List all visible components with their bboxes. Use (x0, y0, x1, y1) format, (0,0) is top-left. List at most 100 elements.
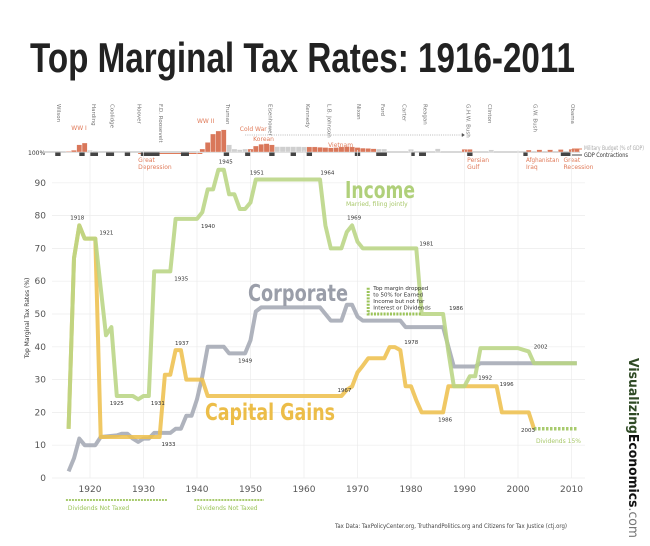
year-annotation: 1945 (219, 160, 233, 166)
grid (52, 150, 585, 479)
president-label: Wilson (55, 104, 61, 123)
period-label: Cold War (240, 126, 267, 133)
series-lines (66, 167, 577, 473)
note-text: Interest or Dividends (373, 305, 431, 311)
y-tick-label: 10 (35, 441, 47, 451)
gdp-contraction-mark (90, 152, 99, 156)
military-budget-bar (290, 146, 297, 153)
y-tick-label: 40 (35, 343, 47, 353)
brand-part-2: Economics (625, 434, 640, 508)
military-budget-bar (295, 146, 302, 153)
military-budget-bar (71, 150, 77, 153)
income-series-subtitle: Married, filing jointly (346, 201, 408, 208)
brand-part-3: .com (625, 508, 640, 538)
year-annotation: 1967 (337, 388, 351, 394)
gdp-contraction-mark (106, 152, 115, 156)
president-label: F.D. Roosevelt (157, 104, 163, 143)
military-budget-bar (376, 148, 382, 153)
year-annotation: 1978 (404, 340, 418, 346)
series-line-income (66, 167, 577, 429)
president-label: G.H.W. Bush (465, 104, 471, 138)
military-budget-bar (263, 143, 270, 153)
military-budget-bar (231, 148, 238, 153)
x-tick-label: 1980 (400, 485, 423, 495)
period-label: Gulf (467, 164, 480, 171)
military-budget-bar (370, 148, 377, 153)
gdp-contraction-mark (180, 152, 189, 156)
chart-title: Top Marginal Tax Rates: 1916-2011 (30, 34, 575, 81)
period-label: WW II (197, 118, 215, 125)
annotations: 1918 1921 1925 1931 1935 1940 1945 1951 1964 1969… (65, 160, 548, 512)
period-label: Iraq (526, 164, 538, 171)
arrow-head-icon (461, 133, 465, 137)
president-label: Truman (224, 103, 230, 125)
gdp-contraction-mark (269, 152, 275, 156)
year-annotation: 1986 (449, 306, 463, 312)
military-budget-bar (488, 149, 494, 153)
y-tick-label: 80 (35, 212, 47, 222)
gdp-contraction-mark (245, 152, 251, 156)
period-label: Depression (138, 164, 172, 171)
y-tick-label: 0 (40, 474, 46, 484)
period-label: Great (563, 157, 580, 164)
military-budget-bar (92, 150, 99, 153)
year-annotation: 1981 (419, 241, 433, 247)
military-budget-bar (574, 149, 580, 153)
year-annotation: 1940 (201, 224, 215, 230)
president-label: Nixon (355, 104, 361, 120)
history-strip: 100% Wilson Harding Coolidge Hoover F.D. Roos… (28, 103, 644, 171)
year-annotation: 1986 (438, 417, 452, 423)
series-line-corporate (66, 302, 577, 473)
year-annotation: 1951 (250, 171, 264, 177)
year-annotation: 1964 (320, 171, 334, 177)
gdp-contraction-mark (376, 152, 387, 156)
president-label: L.B. Johnson (325, 104, 331, 138)
military-budget-bar (269, 144, 275, 153)
income-series-label: Income (345, 178, 415, 204)
note-text: Income but not for (373, 299, 425, 305)
corporate-series-label: Corporate (248, 281, 348, 307)
military-budget-bar (311, 146, 318, 153)
military-budget-bar (237, 149, 243, 153)
year-annotation: 2002 (534, 344, 548, 350)
military-budget-bar (242, 148, 248, 153)
hundred-percent-label: 100% (28, 150, 45, 157)
axes: 0 10 20 30 40 50 60 70 80 90 1920 1930 1940 1950 1960 1… (35, 179, 584, 495)
year-annotation: 1925 (110, 401, 124, 407)
x-tick-label: 1970 (346, 485, 369, 495)
gdp-contraction-mark (55, 152, 61, 156)
x-tick-label: 2000 (507, 485, 530, 495)
note-text: to 50% for Earned (373, 292, 423, 298)
period-label: Afghanistan (526, 157, 559, 164)
gdp-contraction-mark (124, 152, 131, 156)
president-label: Harding (90, 104, 96, 126)
year-annotation: 1969 (347, 215, 361, 221)
year-annotation: 1921 (99, 231, 113, 237)
series-line-capital-gains (66, 223, 536, 439)
y-tick-label: 30 (35, 376, 47, 386)
period-label: Persian (467, 157, 489, 164)
x-tick-label: 1990 (453, 485, 476, 495)
dividends-15-label: Dividends 15% (536, 438, 581, 445)
year-annotation: 1918 (70, 215, 84, 221)
year-annotation: 1996 (500, 382, 514, 388)
military-budget-bar (215, 130, 222, 153)
gdp-contraction-mark (467, 152, 473, 156)
y-tick-label: 70 (35, 244, 47, 254)
gdp-contraction-mark (411, 152, 415, 156)
y-tick-label: 20 (35, 408, 47, 418)
military-budget-bar (199, 148, 206, 153)
legend-military-budget: Military Budget (% of GDP) (584, 145, 644, 152)
military-budget-bar (381, 148, 387, 153)
year-annotation: 2003 (521, 428, 535, 434)
dividends-not-taxed-label: Dividends Not Taxed (68, 505, 129, 512)
president-label: Eisenhower (267, 104, 273, 136)
x-tick-label: 1940 (186, 485, 209, 495)
year-annotation: 1949 (238, 358, 252, 364)
president-label: Obama (569, 104, 575, 124)
gdp-contraction-mark (523, 152, 528, 156)
military-budget-bar (253, 145, 259, 153)
military-budget-bar (285, 146, 291, 153)
military-budget-bar (365, 148, 371, 153)
y-tick-label: 50 (35, 310, 47, 320)
